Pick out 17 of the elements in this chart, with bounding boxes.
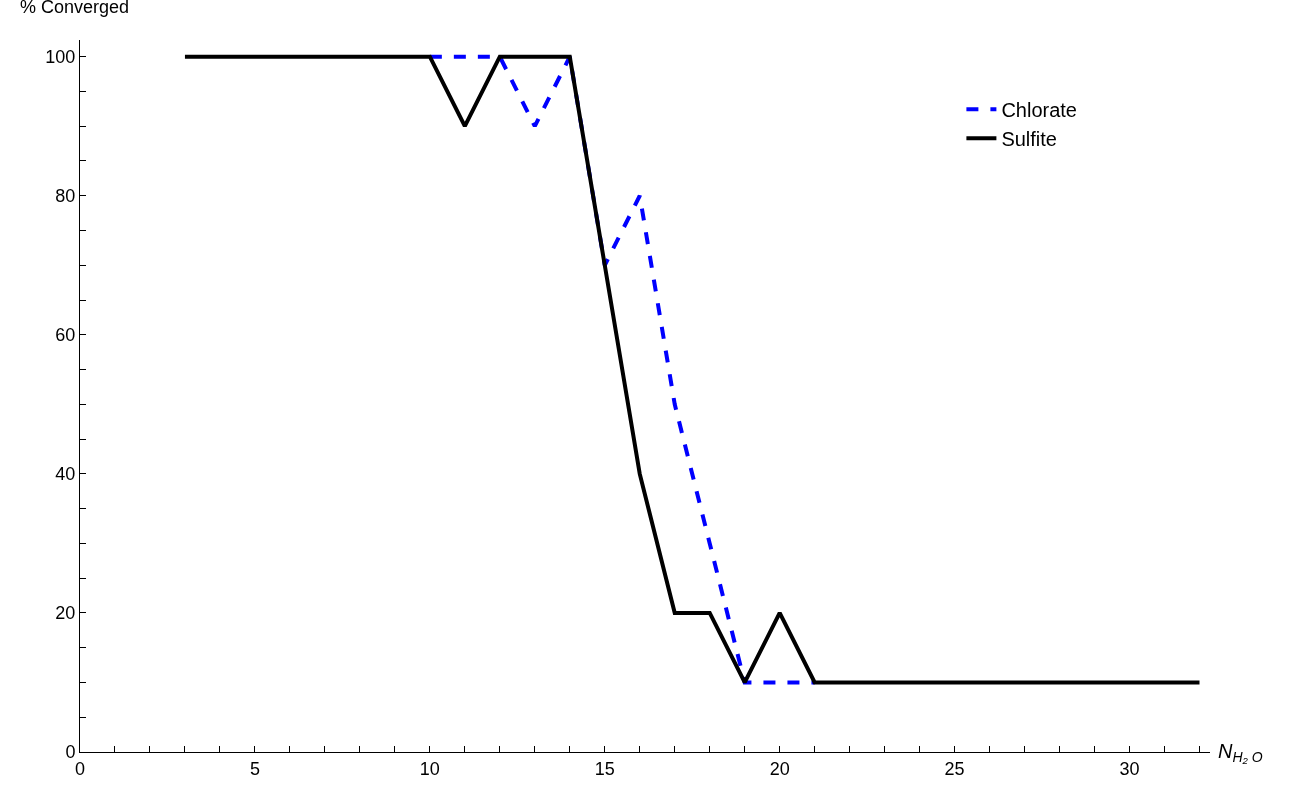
y-tick-label: 60 — [55, 325, 76, 346]
y-tick-label: 80 — [55, 186, 76, 207]
x-tick-label: 20 — [769, 758, 790, 779]
x-axis-title: N$_{H₂ O}$ — [1218, 740, 1263, 766]
x-tick-label: 10 — [419, 758, 440, 779]
x-tick-label: 15 — [594, 758, 615, 779]
legend-label: Sulfite — [1001, 128, 1057, 151]
y-tick-label: 0 — [65, 742, 76, 763]
x-tick-label: 30 — [1119, 758, 1140, 779]
x-tick-label: 5 — [249, 758, 260, 779]
y-tick-label: 40 — [55, 464, 76, 485]
y-axis-title: % Converged — [20, 0, 130, 17]
y-tick-label: 100 — [45, 46, 76, 67]
x-tick-label: 25 — [944, 758, 965, 779]
y-tick-label: 20 — [55, 603, 76, 624]
legend-label: Chlorate — [1001, 99, 1078, 122]
line-series — [182, 54, 1202, 685]
